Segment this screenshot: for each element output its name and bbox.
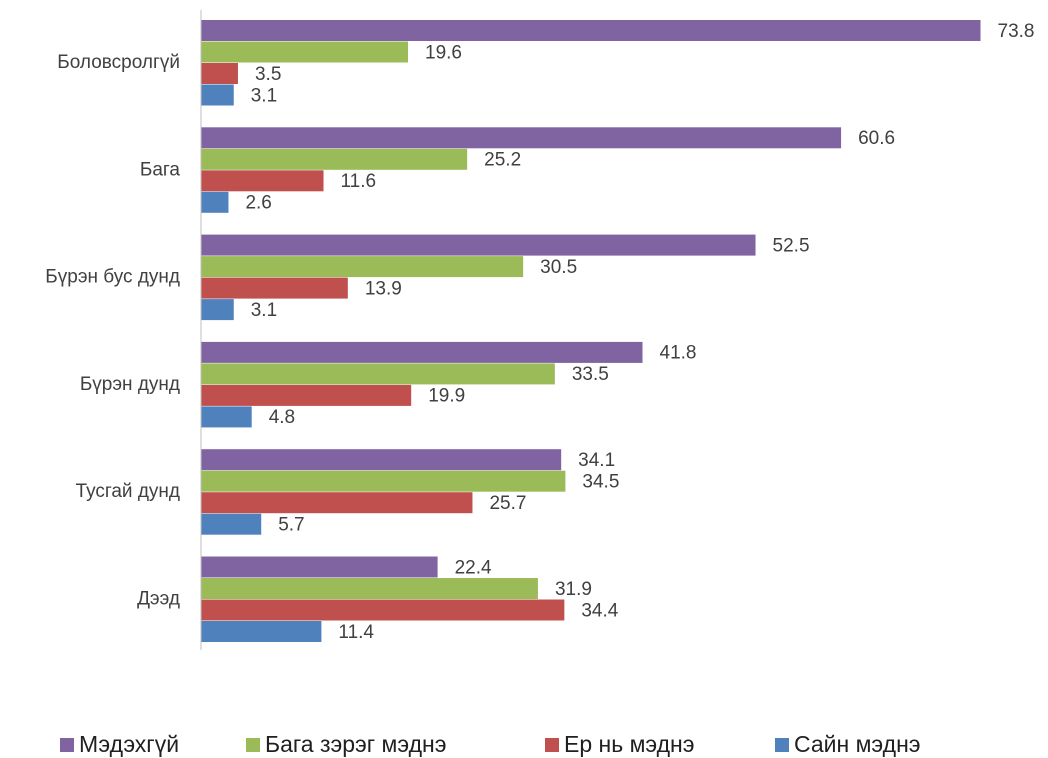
data-label: 2.6 xyxy=(245,193,271,214)
bar xyxy=(201,127,842,149)
y-tick-label: Бага xyxy=(140,159,181,180)
bar xyxy=(201,406,252,428)
bar xyxy=(201,492,473,514)
legend-swatch xyxy=(60,738,74,752)
data-label: 31.9 xyxy=(555,579,592,600)
data-label: 5.7 xyxy=(278,514,304,535)
data-label: 13.9 xyxy=(365,278,402,299)
bar xyxy=(201,84,234,106)
bar xyxy=(201,556,438,578)
data-label: 3.5 xyxy=(255,64,281,85)
bar xyxy=(201,63,238,84)
data-label: 19.9 xyxy=(428,386,465,407)
bar xyxy=(201,41,409,63)
data-label: 25.7 xyxy=(489,493,526,514)
data-label: 19.6 xyxy=(425,42,462,63)
data-label: 30.5 xyxy=(540,257,577,278)
bar xyxy=(201,470,566,492)
legend: Мэдэхгүй Бага зэрэг мэднэ Ер нь мэднэ Сайн … xyxy=(60,731,921,757)
data-label: 4.8 xyxy=(269,407,295,428)
y-tick-label: Дээд xyxy=(137,589,180,610)
bar xyxy=(201,384,412,406)
data-label: 3.1 xyxy=(251,85,277,106)
data-label: 60.6 xyxy=(858,128,895,149)
bar xyxy=(201,578,538,599)
data-label: 34.4 xyxy=(581,600,618,621)
y-tick-label: Бүрэн бус дунд xyxy=(45,267,180,288)
legend-swatch xyxy=(775,738,789,752)
bar xyxy=(201,341,643,363)
bar xyxy=(201,599,565,621)
bar xyxy=(201,148,468,170)
data-label: 22.4 xyxy=(455,557,492,578)
legend-label: Мэдэхгүй xyxy=(79,731,179,757)
legend-swatch xyxy=(545,738,559,752)
bar xyxy=(201,191,229,213)
data-label: 11.6 xyxy=(341,171,377,192)
bar xyxy=(201,449,562,471)
data-label: 3.1 xyxy=(251,300,277,321)
bar xyxy=(201,277,348,299)
y-tick-label: Тусгай дунд xyxy=(76,481,180,502)
bar xyxy=(201,170,324,192)
bar xyxy=(201,363,555,385)
legend-label: Сайн мэднэ xyxy=(794,731,921,757)
bar xyxy=(201,299,234,321)
data-label: 11.4 xyxy=(338,622,374,643)
data-label: 41.8 xyxy=(660,343,697,364)
legend-label: Бага зэрэг мэднэ xyxy=(265,731,446,757)
data-label: 73.8 xyxy=(998,21,1035,42)
data-label: 34.1 xyxy=(578,450,615,471)
bar xyxy=(201,234,756,256)
data-label: 52.5 xyxy=(773,235,810,256)
bar xyxy=(201,621,322,642)
legend-label: Ер нь мэднэ xyxy=(564,731,695,757)
data-label: 33.5 xyxy=(572,364,609,385)
y-tick-label: Бүрэн дунд xyxy=(80,374,180,395)
data-label: 34.5 xyxy=(582,471,619,492)
legend-swatch xyxy=(246,738,260,752)
y-tick-label: Боловсролгүй xyxy=(57,52,180,73)
bar xyxy=(201,256,524,278)
data-label: 25.2 xyxy=(484,150,521,171)
bar xyxy=(201,20,981,41)
bar xyxy=(201,513,262,535)
